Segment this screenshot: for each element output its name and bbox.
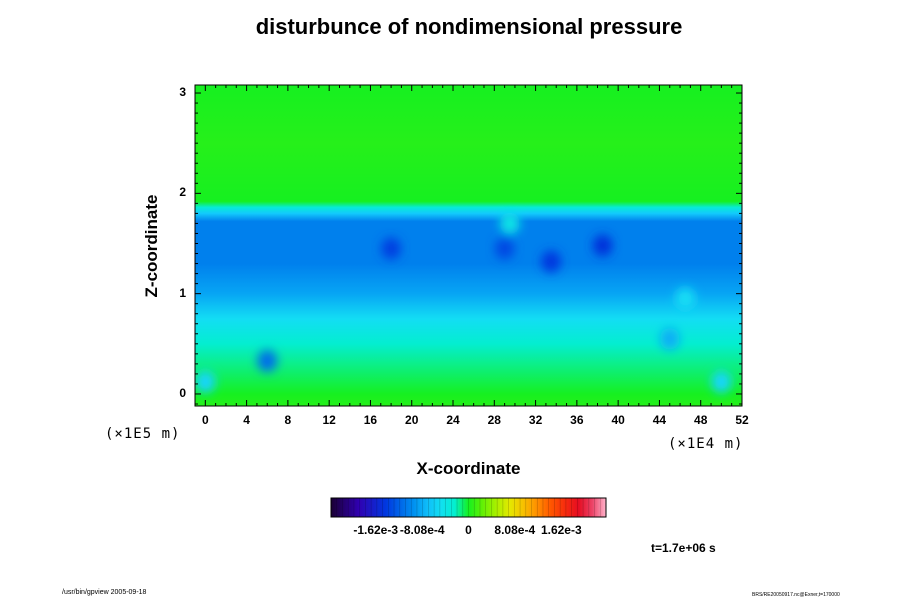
pressure-anomaly [499,212,520,235]
y-tick-label: 1 [179,285,186,300]
axis-ticks [195,85,743,406]
pressure-anomaly [659,327,680,350]
footer-source: BRS/RE20050917.nc@Exner,t=170000 [752,592,840,598]
y-axis-label: Z-coordinate [142,194,161,298]
time-annotation: t=1.7e+06 s [651,541,716,555]
y-tick-label: 3 [179,85,186,100]
x-tick-label: 36 [570,413,584,427]
x-tick-label: 32 [528,413,543,427]
y-tick-label: 2 [179,185,186,200]
pressure-anomaly [541,250,562,273]
colorbar-tick-label: 0 [465,523,472,537]
colorbar [330,497,607,518]
pressure-anomaly [711,370,732,393]
colorbar-tick-label: -1.62e-3 [353,523,399,537]
x-scale-note: (×1E4 m) [668,436,744,452]
x-tick-label: 44 [652,413,667,427]
x-axis-label: X-coordinate [416,459,521,478]
colorbar-tick-label: -8.08e-4 [399,523,445,537]
x-tick-label: 8 [284,413,292,427]
x-tick-label: 12 [322,413,336,427]
x-tick-label: 24 [446,413,460,427]
x-tick-label: 48 [694,413,708,427]
pressure-anomaly [257,349,278,372]
pressure-anomaly [592,234,613,257]
y-tick-label: 0 [179,385,186,400]
pressure-field-background [195,85,742,406]
pressure-anomaly [494,237,515,260]
pressure-anomaly [675,287,696,310]
colorbar-gradient [330,497,607,518]
footer-command: /usr/bin/gpview 2005-09-18 [62,589,147,596]
x-tick-label: 40 [611,413,625,427]
plot-frame [194,84,743,407]
x-tick-label: 20 [405,413,419,427]
x-tick-label: 16 [363,413,378,427]
colorbar-tick-label: 8.08e-4 [494,523,536,537]
x-tick-label: 28 [487,413,501,427]
heatmap-field [195,85,742,406]
pressure-anomaly [195,370,216,393]
chart-title: disturbunce of nondimensional pressure [255,14,683,39]
x-tick-label: 52 [735,413,749,427]
x-tick-label: 4 [243,413,250,427]
y-scale-note: (×1E5 m) [105,426,181,442]
x-tick-label: 0 [201,413,209,427]
pressure-anomaly [381,237,402,260]
colorbar-tick-label: 1.62e-3 [540,523,582,537]
